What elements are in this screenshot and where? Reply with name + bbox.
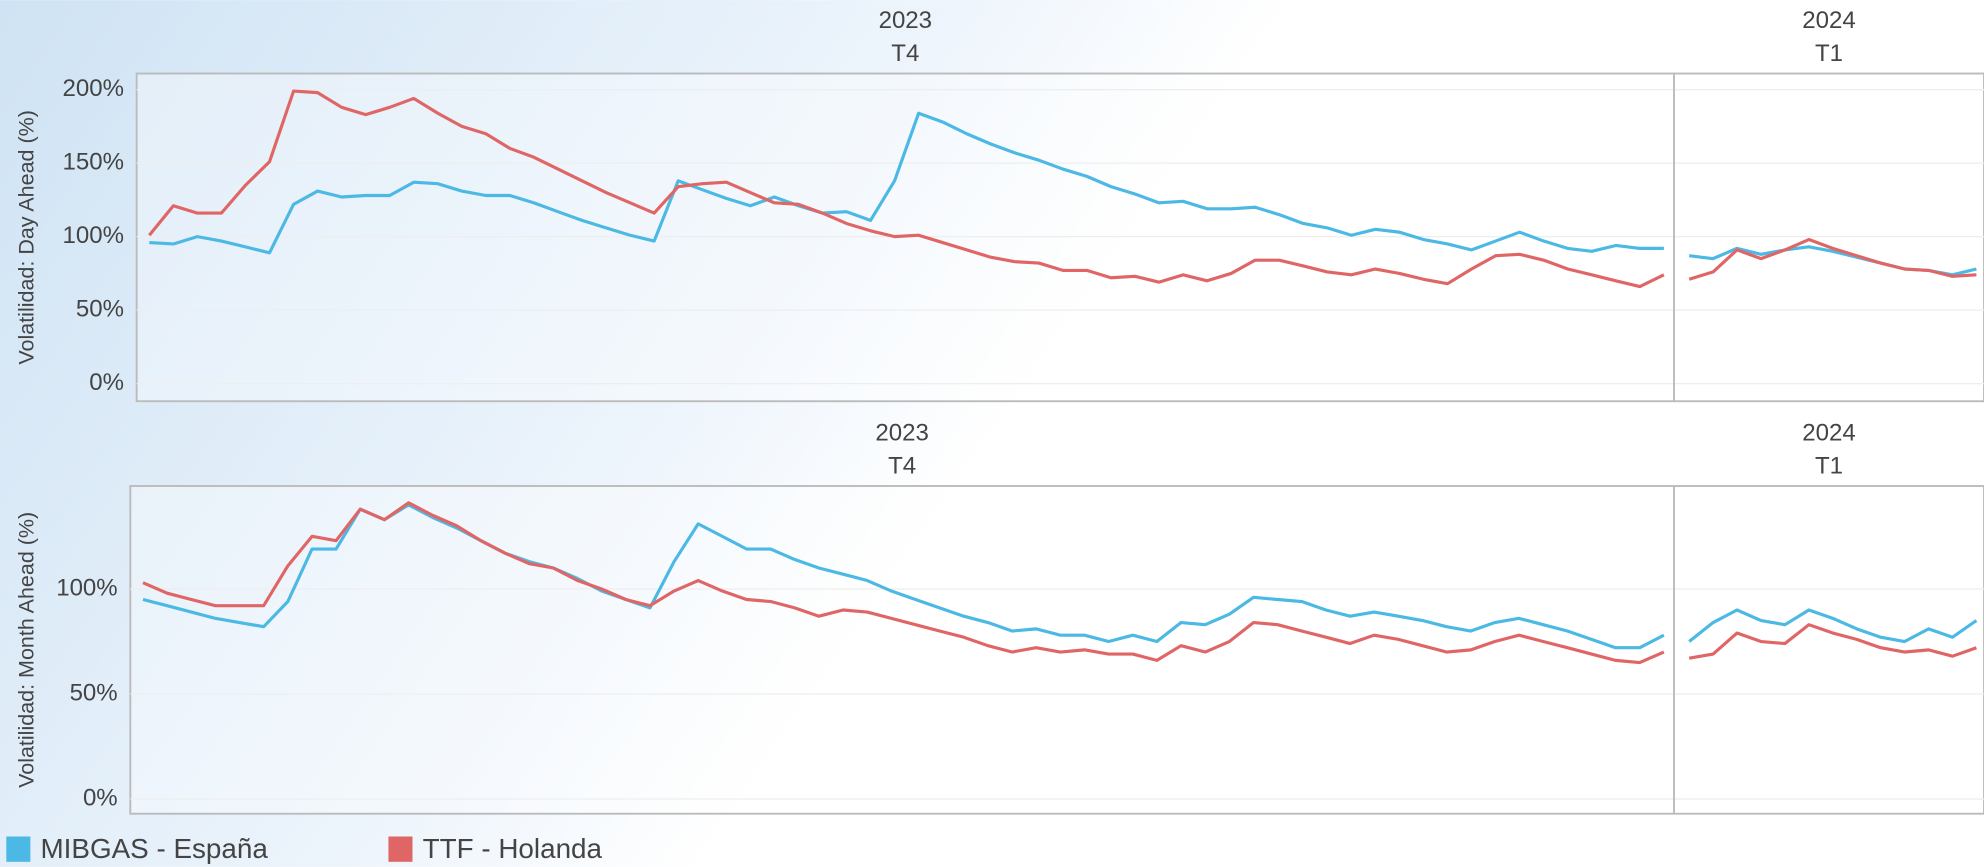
y-tick-label: 50%	[70, 679, 118, 706]
x-group-year: 2023	[879, 7, 932, 34]
y-tick-label: 100%	[63, 222, 124, 249]
y-tick-label: 200%	[63, 75, 124, 102]
x-group-quarter: T4	[888, 452, 916, 479]
legend-swatch	[6, 836, 31, 862]
x-group-quarter: T4	[891, 40, 919, 67]
legend-label: MIBGAS - España	[40, 833, 268, 864]
series-line	[148, 89, 1665, 289]
y-tick-label: 0%	[89, 369, 124, 396]
series-line	[149, 111, 1664, 255]
series-line	[1688, 608, 1978, 644]
series-line	[1688, 623, 1977, 660]
x-group-year: 2024	[1802, 419, 1855, 446]
x-group-quarter: T1	[1815, 452, 1843, 479]
x-group-year: 2023	[875, 419, 928, 446]
x-group-quarter: T1	[1815, 40, 1843, 67]
legend-swatch	[388, 836, 413, 862]
y-tick-label: 0%	[83, 784, 118, 811]
y-tick-label: 100%	[56, 574, 117, 601]
plot-area	[135, 72, 1984, 403]
series-line	[1688, 237, 1977, 281]
y-tick-label: 50%	[76, 295, 124, 322]
x-group-year: 2024	[1802, 7, 1855, 34]
legend-label: TTF - Holanda	[423, 833, 603, 864]
series-line	[142, 501, 1665, 665]
y-axis-title: Volatilidad: Month Ahead (%)	[15, 512, 39, 788]
y-axis-title: Volatilidad: Day Ahead (%)	[15, 110, 39, 365]
y-tick-label: 150%	[63, 149, 124, 176]
